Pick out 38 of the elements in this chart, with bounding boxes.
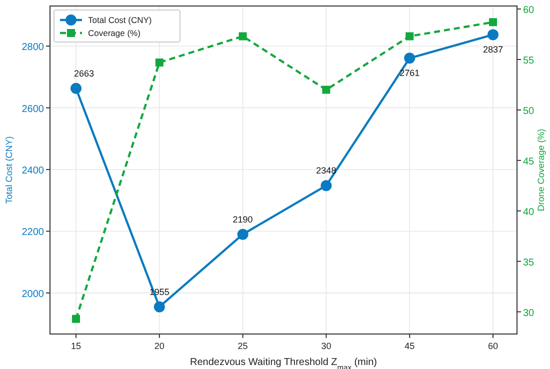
point <box>154 301 165 312</box>
y-tick-label: 2400 <box>22 166 44 177</box>
legend-label: Coverage (%) <box>88 28 141 38</box>
x-tick-label: 30 <box>321 341 332 351</box>
point <box>406 32 414 40</box>
point <box>488 29 498 40</box>
y-tick-label: 2000 <box>22 288 44 300</box>
point <box>489 18 497 26</box>
y2-tick-label: 50 <box>523 106 535 117</box>
point <box>155 58 164 67</box>
y-tick-label: 2600 <box>22 104 44 115</box>
point <box>238 32 247 40</box>
y2-tick-label: 40 <box>523 206 535 218</box>
point <box>72 314 80 323</box>
x-tick-label: 45 <box>404 341 415 351</box>
data-label: 2761 <box>400 68 420 78</box>
x-tick-label: 15 <box>70 341 82 351</box>
point <box>70 82 82 94</box>
x-tick-label: 60 <box>488 341 498 351</box>
y2-axis-title: Drone Coverage (%) <box>536 128 546 212</box>
y2-tick-label: 45 <box>523 156 535 168</box>
y-tick-label: 2200 <box>22 227 44 238</box>
y-axis-title: Total Cost (CNY) <box>4 136 14 204</box>
y2-tick-label: 35 <box>523 257 535 268</box>
y2-tick-label: 30 <box>523 308 535 319</box>
x-tick-label: 25 <box>238 341 248 351</box>
x-tick-label: 20 <box>154 341 164 351</box>
point <box>320 180 332 192</box>
data-label: 2663 <box>74 68 94 78</box>
y-tick-label: 2800 <box>22 42 44 54</box>
point <box>237 228 248 240</box>
legend-label: Total Cost (CNY) <box>88 15 152 25</box>
y2-tick-label: 60 <box>523 5 535 16</box>
y2-tick-label: 55 <box>523 55 535 66</box>
data-label: 2190 <box>232 214 253 224</box>
data-label: 2837 <box>482 44 504 55</box>
point <box>322 86 330 94</box>
point <box>404 52 416 64</box>
